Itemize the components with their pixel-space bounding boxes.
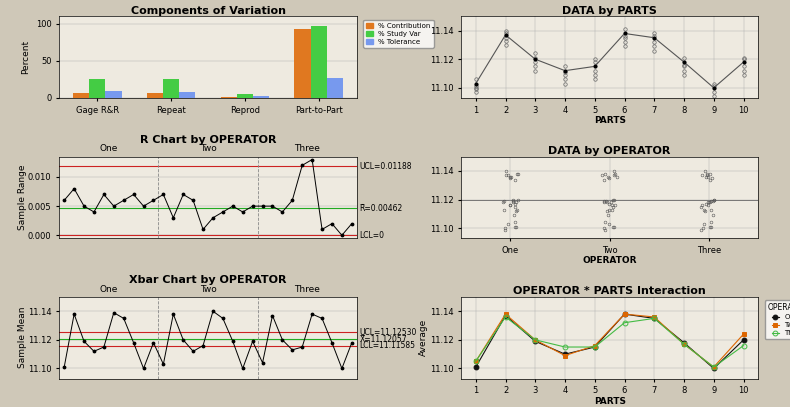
Bar xyxy=(163,79,179,98)
Title: R Chart by OPERATOR: R Chart by OPERATOR xyxy=(140,135,276,145)
One xyxy=(709,366,719,371)
Text: X̅=11.12057: X̅=11.12057 xyxy=(359,335,408,344)
Line: Three: Three xyxy=(473,315,746,370)
One xyxy=(471,365,480,370)
Two xyxy=(739,332,748,337)
Two xyxy=(560,353,570,358)
One xyxy=(531,339,540,344)
Y-axis label: Percent: Percent xyxy=(21,40,30,74)
Title: DATA by OPERATOR: DATA by OPERATOR xyxy=(548,146,671,156)
One xyxy=(620,312,630,317)
Text: R̅=0.00462: R̅=0.00462 xyxy=(359,204,403,213)
Text: One: One xyxy=(100,144,118,153)
Three xyxy=(709,365,719,370)
Bar xyxy=(295,29,310,98)
Bar xyxy=(73,93,89,98)
One xyxy=(679,340,689,345)
Text: LCL=0: LCL=0 xyxy=(359,231,385,240)
Three xyxy=(531,337,540,342)
Title: OPERATOR * PARTS Interaction: OPERATOR * PARTS Interaction xyxy=(514,286,706,296)
Three xyxy=(620,320,630,325)
Two xyxy=(679,342,689,347)
Two xyxy=(709,365,719,370)
One xyxy=(560,352,570,357)
Two xyxy=(620,312,630,317)
X-axis label: OPERATOR: OPERATOR xyxy=(582,256,637,265)
Bar xyxy=(327,78,343,98)
Two xyxy=(501,312,510,317)
Bar xyxy=(220,97,237,98)
Text: Two: Two xyxy=(200,144,216,153)
Two xyxy=(471,359,480,364)
Title: DATA by PARTS: DATA by PARTS xyxy=(562,6,657,15)
Legend: One, Two, Three: One, Two, Three xyxy=(765,300,790,339)
Two xyxy=(531,337,540,342)
X-axis label: PARTS: PARTS xyxy=(593,116,626,125)
Y-axis label: Sample Mean: Sample Mean xyxy=(17,307,27,368)
Three xyxy=(679,342,689,347)
One xyxy=(501,313,510,318)
Three xyxy=(501,315,510,319)
Legend: % Contribution, % Study Var, % Tolerance: % Contribution, % Study Var, % Tolerance xyxy=(363,20,434,48)
Two xyxy=(590,343,600,348)
Y-axis label: Sample Range: Sample Range xyxy=(17,165,27,230)
Text: Two: Two xyxy=(200,284,216,294)
Bar xyxy=(147,94,163,98)
Line: Two: Two xyxy=(473,312,746,370)
Three xyxy=(739,343,748,348)
Text: UCL=0.01188: UCL=0.01188 xyxy=(359,162,412,171)
X-axis label: PARTS: PARTS xyxy=(593,396,626,405)
Bar xyxy=(237,94,253,98)
Title: Xbar Chart by OPERATOR: Xbar Chart by OPERATOR xyxy=(130,275,287,285)
Text: Three: Three xyxy=(294,284,320,294)
Bar xyxy=(105,91,122,98)
Text: One: One xyxy=(100,284,118,294)
Bar xyxy=(179,92,195,98)
Two xyxy=(649,315,659,319)
Three xyxy=(471,359,480,364)
One xyxy=(590,345,600,350)
Three xyxy=(560,345,570,350)
Three xyxy=(590,345,600,350)
One xyxy=(739,337,748,342)
Bar xyxy=(310,26,327,98)
Three xyxy=(649,316,659,321)
One xyxy=(649,316,659,321)
Title: Components of Variation: Components of Variation xyxy=(130,6,285,15)
Line: One: One xyxy=(473,312,746,371)
Text: Three: Three xyxy=(294,144,320,153)
Text: LCL=11.11585: LCL=11.11585 xyxy=(359,341,416,350)
Bar xyxy=(89,79,105,98)
Text: UCL=11.12530: UCL=11.12530 xyxy=(359,328,417,337)
Bar xyxy=(253,96,269,98)
Y-axis label: Average: Average xyxy=(419,319,428,357)
